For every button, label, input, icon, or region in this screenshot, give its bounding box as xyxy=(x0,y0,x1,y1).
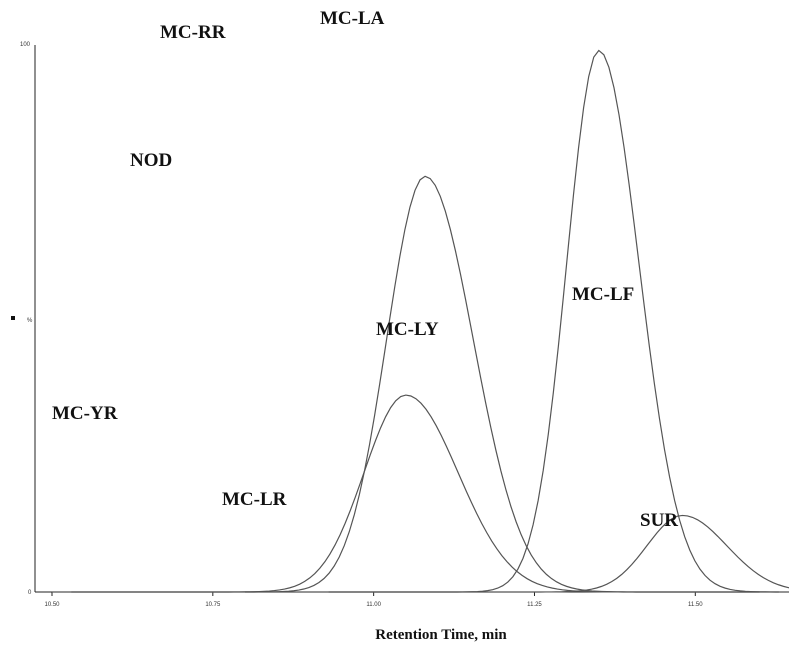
x-tick-label: 10.50 xyxy=(44,602,60,608)
trace-group xyxy=(52,49,789,593)
x-tick-label: 10.75 xyxy=(205,602,221,608)
x-tick-label: 11.00 xyxy=(366,602,381,608)
peak-label-sur: SUR xyxy=(640,510,678,531)
peak-label-mc-la: MC-LA xyxy=(320,8,385,29)
peak-trace-mc-yr xyxy=(52,394,760,593)
peak-label-mc-lf: MC-LF xyxy=(572,284,634,305)
peak-label-mc-ly: MC-LY xyxy=(376,319,439,340)
x-tick-label: 11.25 xyxy=(527,602,542,608)
x-tick-label: 11.50 xyxy=(688,602,703,608)
x-axis-title: Retention Time, min xyxy=(375,627,507,643)
peak-trace-mc-rr xyxy=(244,49,789,593)
y-tick-label-zero: 0 xyxy=(28,590,32,596)
peak-label-mc-rr: MC-RR xyxy=(160,22,226,43)
y-tick-label-top: 100 xyxy=(20,42,31,48)
peak-label-nod: NOD xyxy=(130,150,172,171)
x-tick-group: 10.5010.7511.0011.2511.5011.7512.0012.25… xyxy=(44,592,703,608)
y-mid-percent-mark: % xyxy=(27,318,33,324)
y-mid-marker-square xyxy=(11,316,15,320)
peak-trace-mc-lr xyxy=(328,514,789,593)
peak-label-mc-yr: MC-YR xyxy=(52,403,118,424)
peak-label-mc-lr: MC-LR xyxy=(222,489,287,510)
peak-trace-nod xyxy=(71,175,779,593)
